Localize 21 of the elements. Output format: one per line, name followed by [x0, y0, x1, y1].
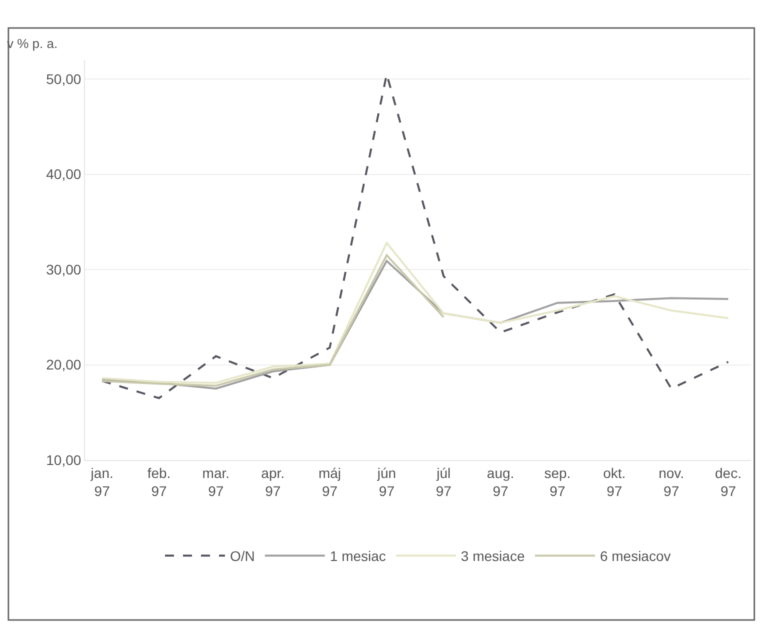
- y-tick-label: 30,00: [46, 261, 82, 278]
- legend-label: 6 mesiacov: [600, 548, 671, 564]
- x-tick-label: apr. 97: [261, 464, 285, 499]
- legend-label: 1 mesiac: [330, 548, 386, 564]
- x-tick-label: mar. 97: [202, 464, 230, 499]
- x-tick-label: nov. 97: [658, 464, 684, 499]
- x-tick-label: júl 97: [436, 464, 452, 499]
- y-tick-label: 10,00: [46, 452, 82, 468]
- x-tick-label: aug. 97: [486, 464, 514, 499]
- legend-label: O/N: [230, 548, 255, 564]
- x-tick-label: jan. 97: [90, 464, 114, 499]
- y-tick-label: 20,00: [46, 356, 82, 373]
- legend-label: 3 mesiace: [460, 548, 525, 564]
- y-tick-label: 50,00: [46, 70, 82, 87]
- x-tick-label: máj 97: [318, 464, 342, 499]
- x-tick-label: dec. 97: [714, 464, 742, 499]
- x-tick-label: sep. 97: [544, 464, 571, 499]
- x-tick-label: feb. 97: [147, 464, 171, 499]
- x-tick-label: okt. 97: [603, 464, 626, 499]
- x-tick-label: jún 97: [376, 464, 396, 499]
- y-tick-label: 40,00: [46, 166, 82, 182]
